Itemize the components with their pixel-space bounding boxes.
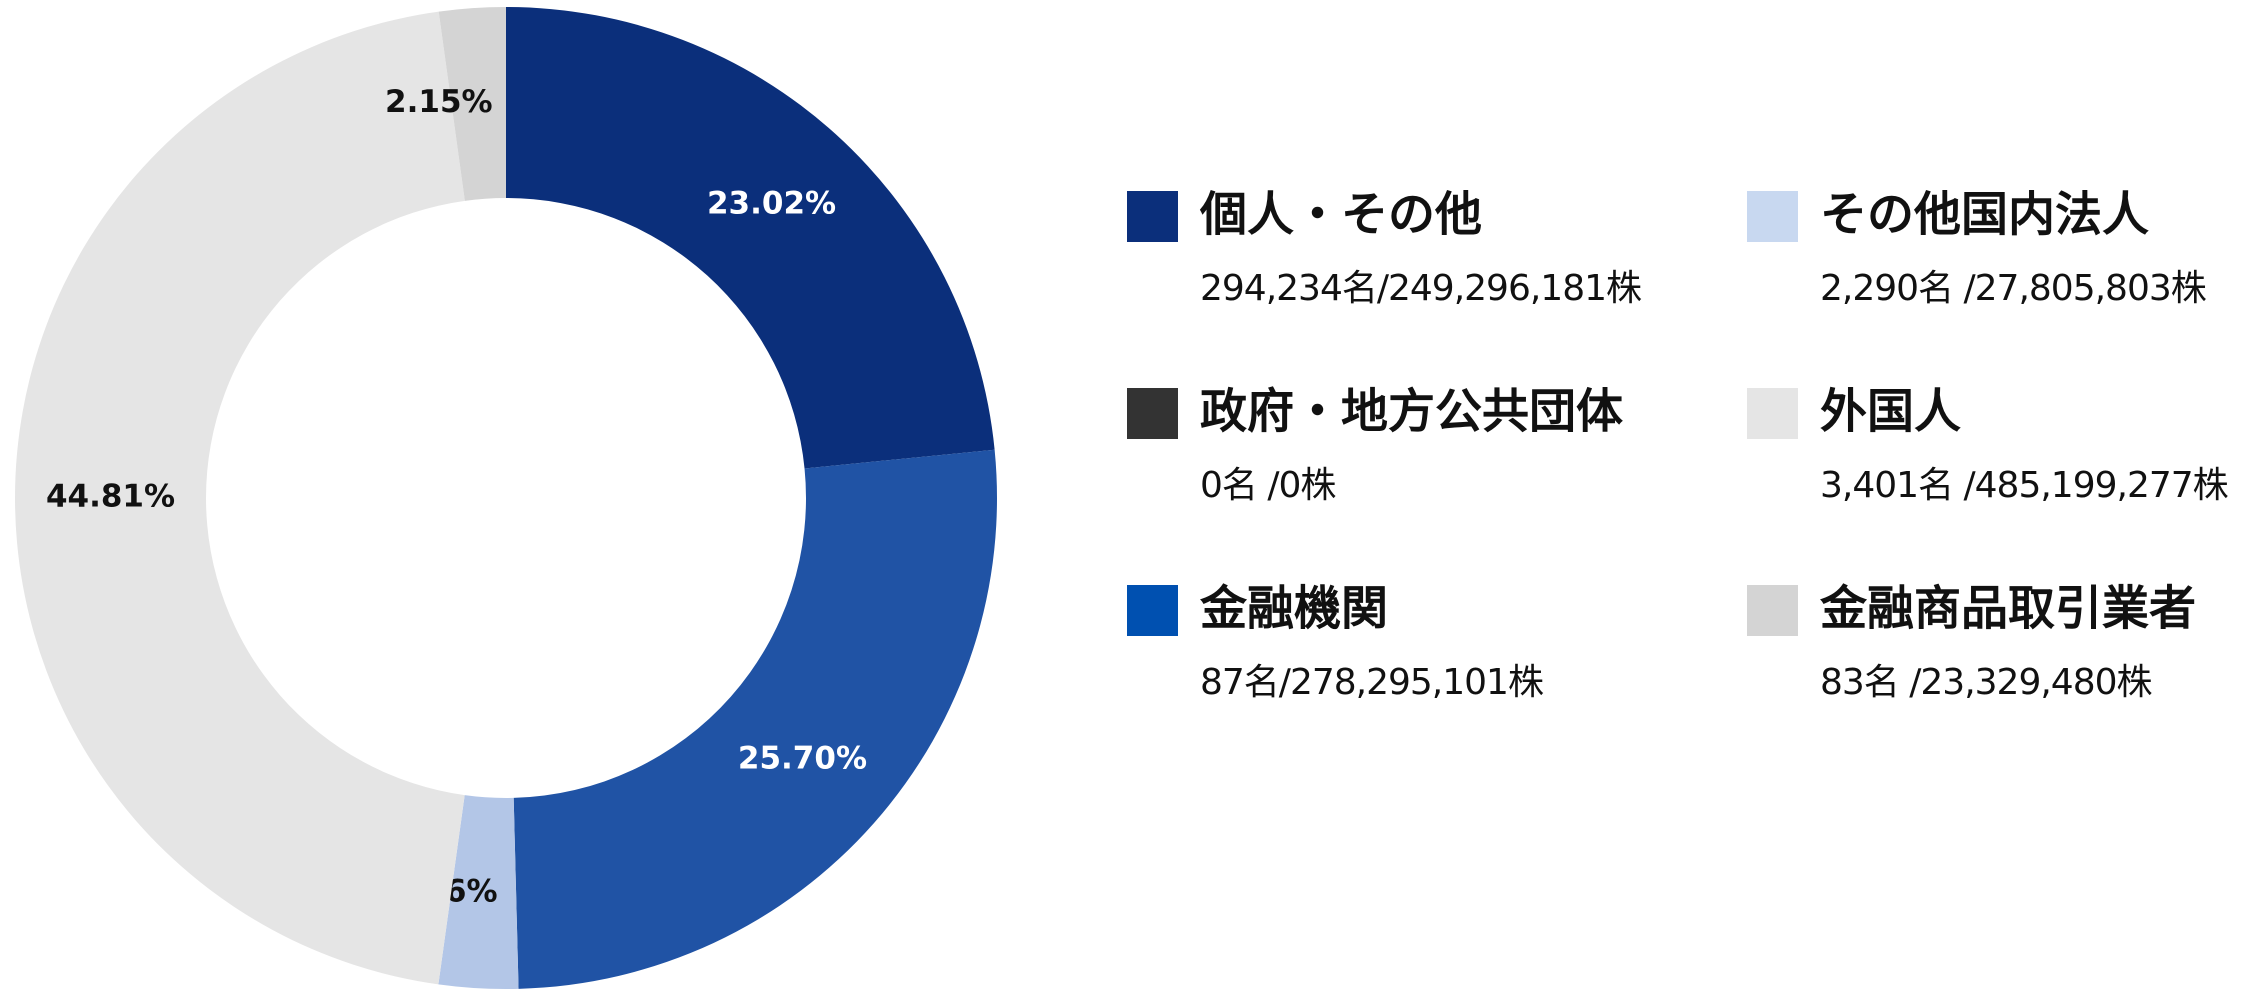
legend-detail: 87名/278,295,101株 [1200, 662, 1544, 703]
legend-label: 外国人 [1820, 385, 1961, 440]
donut-segment [438, 795, 519, 990]
legend-detail: 83名 /23,329,480株 [1820, 662, 2153, 703]
legend-label: 金融商品取引業者 [1819, 582, 2196, 637]
legend-swatch [1747, 585, 1798, 636]
donut-segment [14, 11, 465, 985]
legend-label: 政府・地方公共団体 [1200, 385, 1623, 440]
legend-swatch [1127, 585, 1178, 636]
legend-swatch [1747, 191, 1798, 242]
legend-swatch [1127, 191, 1178, 242]
legend-swatch [1127, 388, 1178, 439]
donut-segment [506, 7, 995, 469]
legend-detail: 3,401名 /485,199,277株 [1820, 465, 2229, 506]
value-label: 23.02% [707, 185, 836, 221]
legend-detail: 0名 /0株 [1200, 465, 1336, 506]
legend-detail: 2,290名 /27,805,803株 [1820, 268, 2207, 309]
legend-swatch [1747, 388, 1798, 439]
legend-label: その他国内法人 [1820, 188, 2149, 243]
legend-label: 個人・その他 [1199, 188, 1482, 243]
value-label: 2.15% [385, 84, 493, 120]
legend-detail: 294,234名/249,296,181株 [1200, 268, 1642, 309]
value-label: 44.81% [46, 478, 175, 514]
donut-segment [438, 7, 506, 201]
legend-label: 金融機関 [1199, 582, 1388, 637]
value-label: 25.70% [738, 740, 867, 776]
donut-segment [513, 449, 998, 989]
